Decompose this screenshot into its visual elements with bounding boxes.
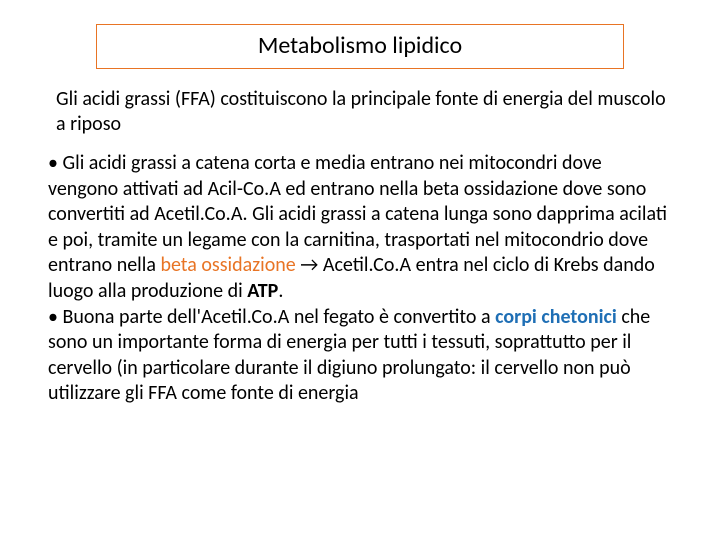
body-paragraph: • Gli acidi grassi a catena corta e medi… xyxy=(48,151,672,407)
intro-paragraph: Gli acidi grassi (FFA) costituiscono la … xyxy=(56,87,668,137)
page-title: Metabolismo lipidico xyxy=(258,31,462,60)
highlight-atp: ATP xyxy=(247,279,278,303)
bullet2-text-pre: • Buona parte dell'Acetil.Co.A nel fegat… xyxy=(48,305,495,329)
highlight-corpi-chetonici: corpi chetonici xyxy=(495,305,617,329)
arrow-glyph: → xyxy=(296,253,323,277)
highlight-beta-ossidazione: beta ossidazione xyxy=(160,253,295,277)
period: . xyxy=(278,279,283,303)
title-box: Metabolismo lipidico xyxy=(96,24,624,69)
